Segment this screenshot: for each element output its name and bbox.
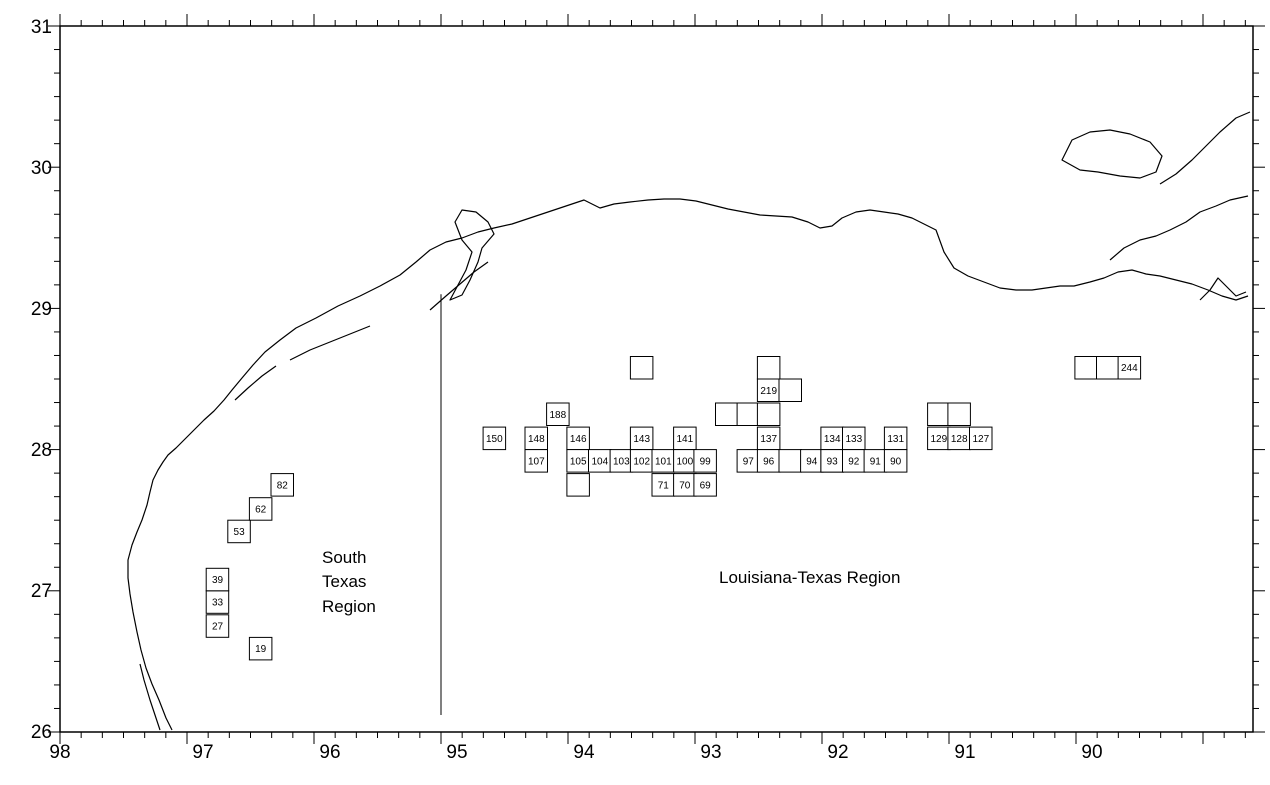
- lease-block-label: 127: [972, 434, 989, 445]
- longitude-label: 93: [700, 742, 721, 763]
- lease-block-label: 148: [528, 434, 545, 445]
- lease-block-label: 19: [255, 644, 267, 655]
- lease-block-label: 101: [655, 456, 672, 467]
- louisiana-texas-region-label: Louisiana-Texas Region: [719, 568, 900, 587]
- lease-block: [1096, 356, 1120, 380]
- lease-block-label: 131: [887, 434, 904, 445]
- lease-block-label: 53: [234, 527, 246, 538]
- lease-block-label: 100: [676, 456, 693, 467]
- lease-block: [756, 402, 781, 426]
- lake-pontchartrain: [1061, 129, 1163, 179]
- latitude-label: 31: [31, 17, 52, 38]
- bay-outline: [449, 209, 495, 301]
- lease-block-label: 96: [763, 456, 775, 467]
- lease-block-label: 219: [760, 386, 777, 397]
- lease-block-label: 82: [277, 480, 289, 491]
- lease-block-label: 129: [930, 434, 947, 445]
- lease-block-label: 94: [806, 456, 818, 467]
- lease-block-label: 104: [591, 456, 608, 467]
- lease-block: [629, 356, 654, 380]
- lease-block: [482, 426, 507, 451]
- south-texas-region-label: South Texas Region: [322, 548, 376, 616]
- lease-block-label: 105: [570, 456, 587, 467]
- longitude-label: 90: [1081, 742, 1102, 763]
- lease-block-label: 128: [951, 434, 968, 445]
- lease-block-label: 27: [212, 622, 224, 633]
- lease-block: [693, 449, 717, 473]
- lease-block: [969, 426, 993, 451]
- lease-block-label: 93: [827, 456, 839, 467]
- lease-block-label: 146: [570, 434, 587, 445]
- longitude-label: 95: [446, 742, 467, 763]
- region-label-line: Region: [322, 597, 376, 616]
- lease-block-label: 107: [528, 456, 545, 467]
- lease-block: [715, 402, 739, 426]
- longitude-label: 96: [319, 742, 340, 763]
- lease-block: [927, 402, 951, 426]
- longitude-label: 94: [573, 742, 595, 763]
- lease-block: [947, 402, 971, 426]
- lease-block: [778, 449, 802, 473]
- latitude-label: 30: [31, 158, 52, 179]
- longitude-labels: 98 97 96 95 94 93 92 91 90: [49, 742, 1102, 763]
- mississippi-delta: [1109, 111, 1251, 301]
- latitude-labels: 31 30 29 28 27 26: [31, 17, 52, 743]
- region-label-line: South: [322, 548, 366, 567]
- lease-block-label: 39: [212, 575, 224, 586]
- lease-block-label: 150: [486, 434, 503, 445]
- lease-block-label: 33: [212, 598, 224, 609]
- lease-block: [227, 519, 251, 544]
- lease-block-label: 244: [1121, 363, 1138, 374]
- lease-block: [205, 567, 230, 592]
- lease-block: [248, 636, 273, 661]
- longitude-label: 91: [954, 742, 975, 763]
- lease-block-label: 97: [743, 456, 755, 467]
- lease-block: [1117, 356, 1142, 380]
- lease-block: [883, 449, 908, 473]
- lease-block-label: 92: [848, 456, 860, 467]
- lease-block: [248, 497, 273, 521]
- longitude-label: 98: [49, 742, 70, 763]
- lease-block-label: 102: [633, 456, 650, 467]
- region-label-line: Texas: [322, 572, 366, 591]
- lease-block-label: 70: [679, 480, 691, 491]
- barrier-islands: [139, 261, 489, 731]
- lease-block-label: 99: [700, 456, 712, 467]
- lease-block: [546, 402, 570, 426]
- lease-block: [778, 378, 802, 402]
- map-frame: [59, 25, 1254, 733]
- lease-block: [736, 402, 761, 426]
- lease-block: [270, 473, 294, 497]
- latitude-label: 26: [31, 722, 52, 743]
- lease-block: [693, 473, 717, 497]
- longitude-label: 97: [192, 742, 213, 763]
- lease-block-label: 141: [676, 434, 693, 445]
- lease-block: [756, 356, 781, 380]
- lease-block: [566, 473, 590, 497]
- coastline: [127, 111, 1251, 731]
- lease-block-label: 103: [613, 456, 630, 467]
- lease-block-label: 134: [824, 434, 841, 445]
- lease-block-label: 91: [870, 456, 882, 467]
- lease-block-label: 62: [255, 504, 267, 515]
- lease-block-label: 133: [845, 434, 862, 445]
- lease-block: [1074, 356, 1098, 380]
- latitude-label: 29: [31, 299, 52, 320]
- latitude-label: 27: [31, 581, 52, 602]
- lease-block-label: 143: [633, 434, 650, 445]
- lease-block: [205, 614, 230, 638]
- lease-block-label: 71: [658, 480, 670, 491]
- lease-block-label: 69: [700, 480, 712, 491]
- longitude-label: 92: [827, 742, 848, 763]
- texas-louisiana-coastline: [127, 198, 1249, 731]
- lease-block: [524, 449, 548, 473]
- lease-block-label: 137: [760, 434, 777, 445]
- latitude-label: 28: [31, 440, 52, 461]
- lease-block-label: 188: [549, 410, 566, 421]
- axis-ticks: [48, 14, 1265, 744]
- lease-block-label: 90: [890, 456, 902, 467]
